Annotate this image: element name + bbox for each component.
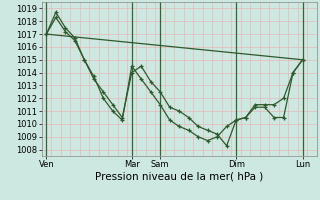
X-axis label: Pression niveau de la mer( hPa ): Pression niveau de la mer( hPa ) [95, 172, 263, 182]
